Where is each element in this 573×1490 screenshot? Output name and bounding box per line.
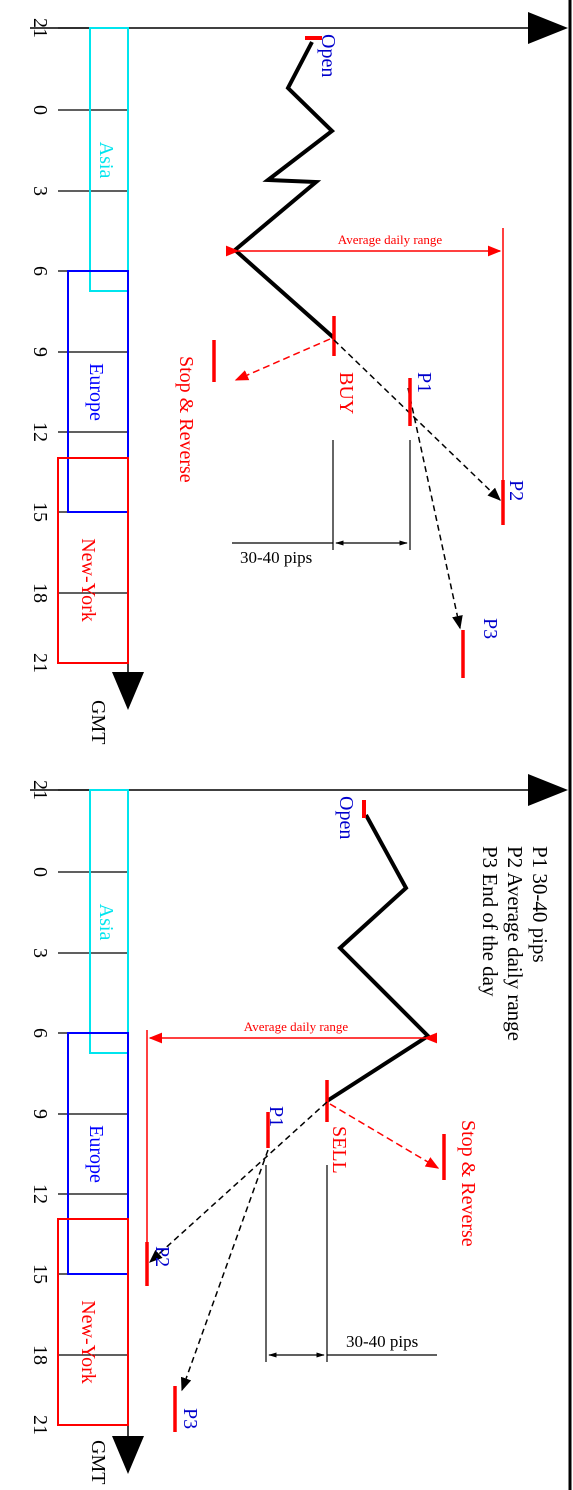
hour-tick-label: 18 — [29, 1345, 51, 1365]
hour-tick-label: 6 — [29, 1028, 51, 1038]
target-arrow-p3 — [181, 1149, 269, 1392]
session-box-newyork — [57, 457, 129, 664]
hour-tick-label: 21 — [29, 780, 51, 800]
session-box-europe — [67, 270, 129, 513]
session-box-europe — [67, 1032, 129, 1275]
hour-tick-label: 21 — [29, 18, 51, 38]
stop-arrow — [329, 1103, 440, 1169]
p1-label: P1 — [413, 372, 435, 393]
stop-arrow — [234, 338, 331, 381]
legend-p2: P2 Average daily range — [503, 846, 527, 1041]
price-axis-arrow — [528, 774, 568, 806]
hour-tick-label: 21 — [29, 653, 51, 673]
time-axis-arrow — [112, 1436, 144, 1474]
session-label-newyork: New-York — [77, 538, 99, 622]
hour-tick-label: 9 — [29, 347, 51, 357]
sell-label: SELL — [328, 1126, 350, 1174]
hour-tick-label: 3 — [29, 948, 51, 958]
hour-tick-label: 21 — [29, 1415, 51, 1435]
hour-tick-label: 18 — [29, 583, 51, 603]
hour-tick-label: 0 — [29, 105, 51, 115]
stop-reverse-label: Stop & Reverse — [457, 1120, 479, 1247]
target-arrow-p3 — [407, 387, 463, 630]
hour-tick-label: 15 — [29, 1264, 51, 1284]
gmt-label: GMT — [87, 1440, 109, 1484]
bottom-panel: 21 0 3 6 9 12 15 18 21 GMT Asia Europe N… — [29, 774, 568, 1484]
pips-label: 30-40 pips — [240, 548, 312, 567]
hour-tick-label: 15 — [29, 502, 51, 522]
session-box-newyork — [57, 1218, 129, 1426]
session-label-europe: Europe — [85, 363, 107, 421]
legend-p1: P1 30-40 pips — [528, 846, 552, 963]
range-label: Average daily range — [338, 232, 443, 247]
p2-label: P2 — [505, 480, 527, 501]
pips-label: 30-40 pips — [346, 1332, 418, 1351]
p3-label: P3 — [479, 618, 501, 639]
session-box-asia — [89, 27, 129, 292]
session-label-asia: Asia — [95, 142, 117, 179]
price-axis-arrow — [528, 12, 568, 44]
hour-tick-label: 3 — [29, 186, 51, 196]
legend-p3: P3 End of the day — [478, 846, 502, 997]
session-box-asia — [89, 789, 129, 1054]
hour-tick-label: 0 — [29, 867, 51, 877]
price-path — [231, 41, 336, 340]
gmt-label: GMT — [87, 700, 109, 744]
target-arrow-p2 — [333, 339, 501, 501]
buy-label: BUY — [335, 372, 357, 414]
price-path — [325, 814, 432, 1103]
top-panel: 21 0 3 6 9 12 15 18 21 GMT Asia Europe N… — [29, 12, 568, 744]
open-label: Open — [317, 34, 339, 77]
session-label-europe: Europe — [85, 1125, 107, 1183]
p3-label: P3 — [179, 1408, 201, 1429]
session-label-newyork: New-York — [77, 1300, 99, 1384]
session-label-asia: Asia — [95, 904, 117, 941]
p2-label: P2 — [151, 1246, 173, 1267]
time-axis-arrow — [112, 672, 144, 710]
p1-label: P1 — [265, 1106, 287, 1127]
hour-tick-label: 12 — [29, 422, 51, 442]
hour-tick-label: 9 — [29, 1109, 51, 1119]
target-arrow-p2 — [148, 1101, 328, 1263]
hour-tick-label: 6 — [29, 266, 51, 276]
stop-reverse-label: Stop & Reverse — [175, 356, 197, 483]
open-label: Open — [335, 796, 357, 839]
range-label: Average daily range — [244, 1019, 349, 1034]
hour-tick-label: 12 — [29, 1184, 51, 1204]
